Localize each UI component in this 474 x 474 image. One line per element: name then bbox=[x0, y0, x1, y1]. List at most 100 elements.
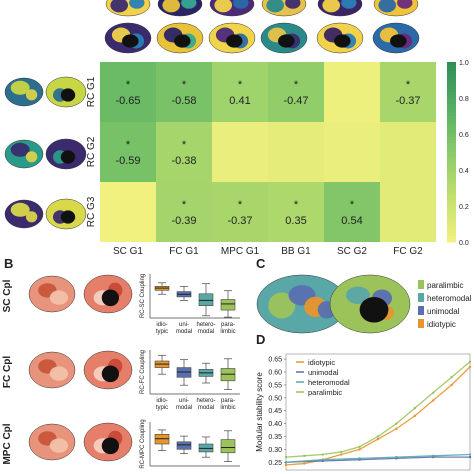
row-brain-medial bbox=[45, 198, 87, 230]
series-point bbox=[395, 422, 398, 425]
colorbar-segment bbox=[447, 227, 456, 231]
series-line bbox=[285, 453, 471, 463]
colorbar-segment bbox=[447, 218, 456, 222]
colorbar-segment bbox=[447, 212, 456, 216]
heatmap-value: -0.58 bbox=[171, 95, 196, 107]
legend-swatch bbox=[418, 280, 424, 289]
colorbar-segment bbox=[447, 167, 456, 171]
box-body bbox=[220, 299, 236, 311]
box-category-label: idio- bbox=[156, 322, 167, 328]
legend-label: heteromodal bbox=[427, 294, 472, 303]
top-brain-thumbnails bbox=[104, 0, 420, 54]
legend-swatch bbox=[418, 319, 424, 328]
colorbar-segment bbox=[447, 137, 456, 141]
heatmap-col-label: SC G1 bbox=[113, 246, 143, 257]
panel-label-d: D bbox=[256, 332, 265, 347]
cortex-medial bbox=[329, 274, 411, 334]
box-category-label: para- bbox=[221, 398, 235, 404]
brain-patch bbox=[322, 0, 340, 13]
y-tick-label: 0.45 bbox=[268, 408, 282, 415]
brain-patch bbox=[378, 0, 396, 13]
medial-wall bbox=[60, 210, 76, 224]
legend-entry: heteromodal bbox=[308, 378, 350, 387]
box-category-label: typic bbox=[156, 405, 168, 411]
heatmap-cell bbox=[268, 122, 324, 182]
medial-wall bbox=[101, 365, 120, 383]
colorbar-segment bbox=[447, 224, 456, 228]
brain-patch bbox=[129, 0, 145, 9]
series-point bbox=[468, 360, 472, 363]
heatmap-cell bbox=[156, 122, 212, 182]
axis-ylabel: RC-MPC Coupling bbox=[140, 419, 146, 468]
series-point bbox=[303, 462, 306, 465]
series-point bbox=[284, 455, 288, 459]
medial-wall bbox=[334, 34, 351, 48]
medial-wall bbox=[226, 34, 243, 48]
colorbar-segment bbox=[447, 188, 456, 192]
heatmap-value: 0.41 bbox=[229, 95, 250, 107]
coupling-brain-medial bbox=[83, 422, 133, 462]
colorbar-segment bbox=[447, 77, 456, 81]
colorbar-segment bbox=[447, 110, 456, 114]
panel-c: paralimbic heteromodal unimodal idiotypic bbox=[256, 274, 472, 334]
colorbar-segment bbox=[447, 65, 456, 69]
series-point bbox=[376, 437, 380, 441]
box-category-label: uni- bbox=[179, 398, 189, 404]
brain-patch bbox=[25, 211, 38, 223]
top-brain-medial bbox=[104, 22, 152, 54]
heatmap-cell bbox=[100, 122, 156, 182]
row-brain-medial bbox=[45, 138, 87, 170]
brain-patch bbox=[266, 0, 284, 13]
top-brain-medial bbox=[208, 22, 256, 54]
colorbar-segment bbox=[447, 146, 456, 150]
series-point bbox=[395, 427, 398, 430]
medial-wall bbox=[278, 34, 295, 48]
coupling-brain-medial bbox=[83, 350, 133, 390]
heatmap-row-label: RC G1 bbox=[86, 76, 97, 107]
heatmap-col-label: MPC G1 bbox=[221, 246, 260, 257]
heatmap-cell bbox=[380, 122, 436, 182]
colorbar-segment bbox=[447, 143, 456, 147]
coupling-brain-lateral bbox=[28, 275, 76, 313]
heatmap-cell bbox=[100, 182, 156, 242]
legend-label: idiotypic bbox=[427, 320, 456, 329]
significance-star: * bbox=[182, 199, 187, 211]
row-brain-lateral bbox=[4, 77, 44, 107]
top-brain-lateral bbox=[261, 0, 307, 17]
series-point bbox=[450, 376, 453, 379]
colorbar-segment bbox=[447, 149, 456, 153]
significance-star: * bbox=[126, 79, 131, 91]
series-point bbox=[432, 454, 435, 458]
significance-star: * bbox=[238, 199, 243, 211]
significance-star: * bbox=[406, 79, 411, 91]
row-label: SC Cpl bbox=[2, 279, 13, 312]
brain-patch bbox=[341, 0, 357, 9]
y-tick-label: 0.50 bbox=[268, 395, 282, 402]
colorbar-segment bbox=[447, 206, 456, 210]
colorbar-tick: 1.0 bbox=[459, 60, 469, 67]
heatmap-value: -0.59 bbox=[115, 155, 140, 167]
top-brain-medial bbox=[260, 22, 308, 54]
box-category-label: uni- bbox=[179, 322, 189, 328]
colorbar-segment bbox=[447, 83, 456, 87]
colorbar-segment bbox=[447, 68, 456, 72]
axis-ylabel: RC-FC Coupling bbox=[140, 350, 146, 394]
top-brain-medial bbox=[316, 22, 364, 54]
brain-patch bbox=[181, 0, 197, 9]
series-point bbox=[376, 435, 380, 438]
series-point bbox=[358, 448, 361, 451]
top-brain-lateral bbox=[105, 0, 151, 17]
brain-patch bbox=[25, 151, 38, 163]
colorbar-tick: 0.6 bbox=[459, 132, 469, 139]
colorbar-segment bbox=[447, 209, 456, 213]
colorbar-segment bbox=[447, 86, 456, 90]
brain-patch bbox=[397, 0, 413, 9]
heatmap-col-label: BB G1 bbox=[281, 246, 311, 257]
colorbar-segment bbox=[447, 125, 456, 129]
box-category-label: modal bbox=[198, 329, 214, 335]
colorbar-segment bbox=[447, 98, 456, 102]
heatmap-cell bbox=[212, 62, 268, 122]
brain-patch bbox=[214, 0, 232, 13]
box-category-label: limbic bbox=[220, 329, 235, 335]
